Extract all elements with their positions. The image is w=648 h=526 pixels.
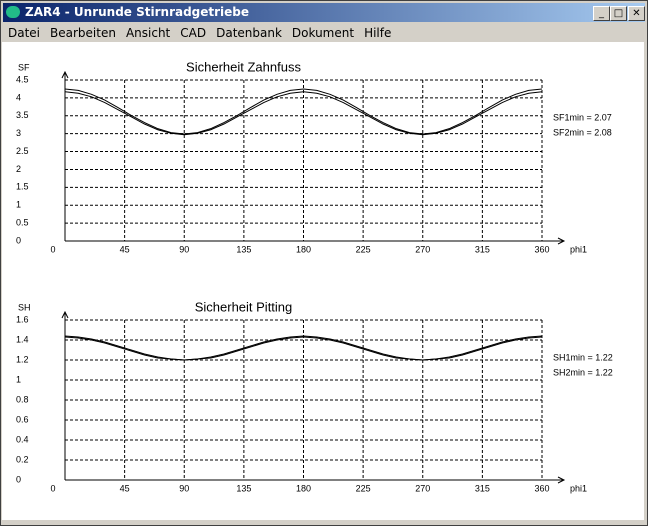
x-tick-label: 135 [236, 483, 251, 493]
x-tick-label: 180 [296, 483, 311, 493]
y-tick-label: 0.5 [16, 217, 29, 227]
minimize-button[interactable]: _ [593, 6, 610, 21]
menu-item[interactable]: Dokument [291, 26, 355, 40]
y-tick-label: 1 [16, 374, 21, 384]
app-icon [6, 6, 20, 18]
y-tick-label: 2 [16, 164, 21, 174]
axis-arrow [61, 310, 566, 484]
x-tick-label: 0 [50, 244, 55, 254]
y-tick-label: 4 [16, 92, 21, 102]
y-tick-label: 1.4 [16, 334, 29, 344]
x-tick-label: 45 [120, 483, 130, 493]
menu-bar: Datei Bearbeiten Ansicht CAD Datenbank Dokume… [3, 24, 396, 42]
annotation: SF1min = 2.07 [553, 112, 612, 122]
y-tick-label: 1 [16, 200, 21, 210]
x-tick-label: 225 [356, 244, 371, 254]
menu-item[interactable]: Datei [8, 26, 41, 40]
annotation: SH2min = 1.22 [553, 367, 613, 377]
data-line [64, 91, 543, 136]
x-tick-label: 360 [534, 244, 549, 254]
x-tick-label: 315 [475, 483, 490, 493]
x-tick-label: 135 [236, 244, 251, 254]
y-axis-label: SF [18, 62, 30, 72]
x-tick-label: 0 [50, 483, 55, 493]
menu-item[interactable]: Ansicht [125, 26, 171, 40]
maximize-button[interactable]: □ [610, 6, 627, 21]
y-tick-label: 0.2 [16, 454, 29, 464]
y-tick-label: 3 [16, 128, 21, 138]
x-tick-label: 315 [475, 244, 490, 254]
title-bar: ZAR4 - Unrunde Stirnradgetriebe _ □ ✕ [3, 3, 645, 22]
y-tick-label: 1.6 [16, 314, 29, 324]
data-line [64, 335, 543, 361]
data-line [64, 88, 543, 135]
y-tick-label: 2.5 [16, 146, 29, 156]
y-tick-label: 0.8 [16, 394, 29, 404]
menu-item[interactable]: Bearbeiten [50, 26, 116, 40]
x-tick-label: 90 [179, 244, 189, 254]
close-button[interactable]: ✕ [628, 6, 645, 21]
chart-area: Sicherheit Zahnfuss SF phi1 0 0.5 1 1.5 2 2.5 3 3.… [2, 42, 644, 520]
y-tick-label: 0 [16, 235, 21, 245]
menu-item[interactable]: CAD [180, 26, 207, 40]
window-title: ZAR4 - Unrunde Stirnradgetriebe [25, 5, 250, 19]
y-tick-label: 3.5 [16, 110, 29, 120]
x-tick-label: 270 [415, 483, 430, 493]
x-tick-label: 270 [415, 244, 430, 254]
y-axis-label: SH [18, 302, 31, 312]
x-tick-label: 45 [120, 244, 130, 254]
annotation: SH1min = 1.22 [553, 352, 613, 362]
menu-item[interactable]: Hilfe [364, 26, 392, 40]
chart-title: Sicherheit Zahnfuss [186, 59, 301, 74]
y-tick-label: 0.6 [16, 414, 29, 424]
y-tick-label: 1.2 [16, 354, 29, 364]
y-tick-label: 0 [16, 474, 21, 484]
x-tick-label: 90 [179, 483, 189, 493]
annotation: SF2min = 2.08 [553, 127, 612, 137]
axis-arrow [61, 70, 566, 245]
x-axis-label: phi1 [570, 244, 587, 254]
y-tick-label: 1.5 [16, 182, 29, 192]
x-tick-label: 225 [356, 483, 371, 493]
data-line [64, 336, 543, 361]
menu-item[interactable]: Datenbank [216, 26, 282, 40]
x-axis-label: phi1 [570, 483, 587, 493]
y-tick-label: 4.5 [16, 74, 29, 84]
chart-title: Sicherheit Pitting [195, 299, 293, 314]
x-tick-label: 360 [534, 483, 549, 493]
y-tick-label: 0.4 [16, 434, 29, 444]
x-tick-label: 180 [296, 244, 311, 254]
